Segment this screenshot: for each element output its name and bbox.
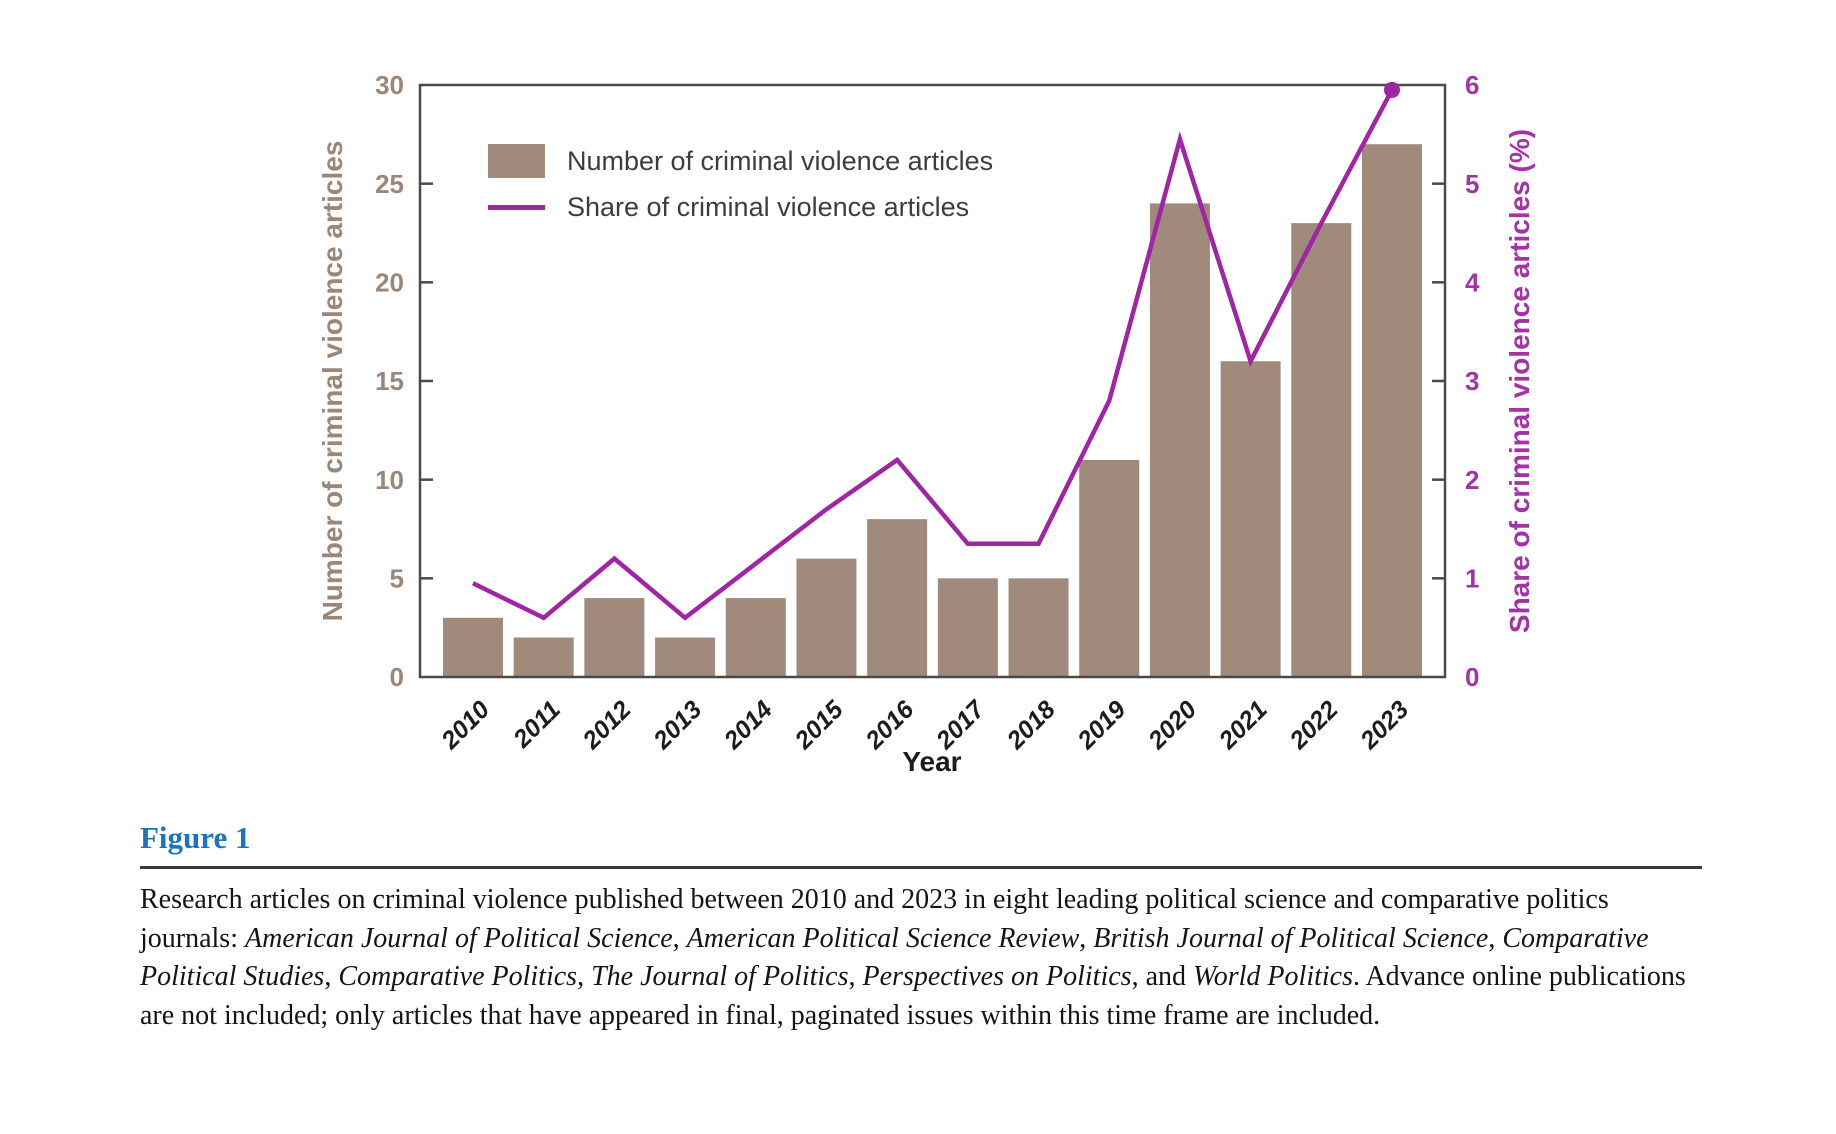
x-tick-label-2014: 2014 <box>718 695 778 755</box>
legend-item-line: Share of criminal violence articles <box>488 192 993 223</box>
caption-text: , and <box>1131 961 1193 992</box>
x-tick-label-2021: 2021 <box>1213 695 1273 755</box>
bar-2022 <box>1291 223 1352 677</box>
caption-text: , <box>848 961 863 992</box>
x-tick-label-2023: 2023 <box>1354 695 1414 755</box>
left-tick-label: 25 <box>375 169 404 199</box>
journal-name: Comparative Political Studies <box>140 922 1649 993</box>
bar-2018 <box>1008 578 1069 677</box>
journal-name: World Politics <box>1193 961 1353 992</box>
bar-2015 <box>796 558 857 677</box>
bar-2023 <box>1362 144 1422 677</box>
caption-divider <box>140 866 1702 869</box>
journal-name: Perspectives on Politics <box>862 961 1132 992</box>
bar-2013 <box>655 637 716 677</box>
bar-2016 <box>867 519 928 677</box>
x-axis-title: Year <box>902 746 962 777</box>
left-axis-title: Number of criminal violence articles <box>317 140 348 622</box>
bar-2017 <box>937 578 998 677</box>
figure-number-heading: Figure 1 <box>140 820 251 855</box>
x-tick-label-2013: 2013 <box>647 695 707 755</box>
bar-2021 <box>1220 361 1281 677</box>
bar-2014 <box>725 598 786 677</box>
right-axis-title: Share of criminal violence articles (%) <box>1504 128 1535 634</box>
caption-text: , <box>1079 922 1094 954</box>
left-tick-label: 30 <box>375 70 404 100</box>
left-tick-label: 0 <box>390 662 404 692</box>
legend-label: Number of criminal violence articles <box>567 145 994 176</box>
journal-name: American Journal of Political Science <box>245 922 673 954</box>
line-series-swatch <box>488 205 545 210</box>
figure-chart: 0 5 10 15 20 25 30 0 1 2 3 4 5 6 2010 2011 2012 2013 2014 2… <box>375 70 1480 755</box>
x-tick-label-2011: 2011 <box>507 695 566 754</box>
caption-text: . Advance online publications are not in… <box>140 961 1686 1031</box>
bar-series-swatch <box>488 144 545 178</box>
x-tick-label-2022: 2022 <box>1284 695 1344 755</box>
journal-name: American Political Science Review <box>686 922 1080 954</box>
caption-text: , <box>672 922 687 954</box>
right-tick-label: 1 <box>1465 563 1479 593</box>
figure-caption: Research articles on criminal violence p… <box>140 881 1706 1035</box>
x-tick-label-2020: 2020 <box>1142 695 1202 755</box>
caption-text: , <box>577 961 592 992</box>
bar-2012 <box>584 598 645 677</box>
caption-text: , <box>324 961 339 992</box>
bar-2019 <box>1079 459 1140 677</box>
bar-2011 <box>513 637 574 677</box>
legend-item-bars: Number of criminal violence articles <box>488 144 993 178</box>
journal-name: Comparative Politics <box>338 961 578 992</box>
right-tick-label: 3 <box>1465 366 1479 396</box>
line-end-marker <box>1384 81 1400 98</box>
right-tick-label: 2 <box>1465 465 1479 495</box>
x-tick-label-2012: 2012 <box>577 695 637 755</box>
journal-name: British Journal of Political Science <box>1093 922 1489 954</box>
bar-2020 <box>1149 203 1210 677</box>
right-tick-label: 0 <box>1465 662 1479 692</box>
legend-label: Share of criminal violence articles <box>567 192 970 222</box>
right-tick-label: 5 <box>1465 169 1479 199</box>
share-line <box>472 88 1394 621</box>
left-tick-label: 20 <box>375 267 404 297</box>
x-tick-label-2019: 2019 <box>1072 695 1132 755</box>
chart-legend: Number of criminal violence articles Sha… <box>488 144 993 223</box>
right-tick-label: 4 <box>1465 267 1480 297</box>
journal-name: The Journal of Politics <box>591 961 849 992</box>
left-tick-label: 5 <box>390 563 404 593</box>
caption-text: , <box>1488 922 1503 954</box>
left-tick-label: 15 <box>375 366 404 396</box>
right-tick-label: 6 <box>1465 70 1479 100</box>
bar-2010 <box>443 617 503 677</box>
x-tick-label-2010: 2010 <box>435 695 495 755</box>
left-tick-label: 10 <box>375 465 404 495</box>
caption-text: Research articles on criminal violence p… <box>140 884 1609 954</box>
